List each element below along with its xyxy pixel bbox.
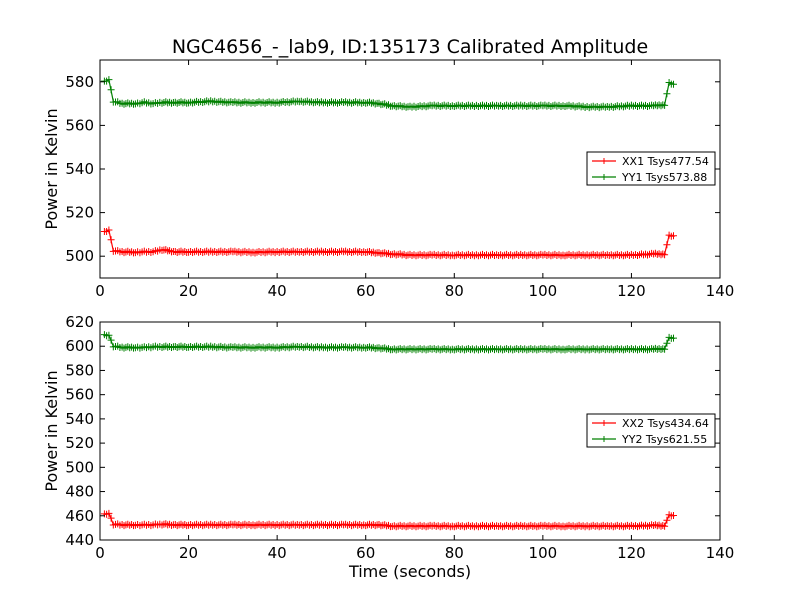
x-tick-label: 100	[529, 544, 558, 562]
y-tick-label: 560	[65, 386, 94, 404]
data-point-marker	[105, 331, 113, 339]
data-point-marker	[659, 250, 667, 258]
legend-entry: XX1 Tsys477.54	[592, 155, 709, 168]
axes-frame	[99, 321, 721, 541]
x-tick-label: 60	[356, 282, 375, 300]
legend-label: XX1 Tsys477.54	[622, 155, 709, 168]
y-tick-label: 540	[65, 410, 94, 428]
data-point-marker	[663, 241, 671, 249]
data-point-marker	[670, 80, 677, 88]
data-point-marker	[661, 345, 669, 353]
data-point-marker	[107, 236, 115, 244]
data-point-marker	[670, 512, 677, 519]
y-tick-label: 520	[65, 204, 94, 222]
data-point-marker	[107, 86, 115, 94]
x-tick-label: 40	[268, 282, 287, 300]
data-point-marker	[107, 336, 115, 344]
y-tick-label: 560	[65, 116, 94, 134]
x-tick-label: 80	[445, 282, 464, 300]
y-axis-label: Power in Kelvin	[42, 370, 61, 491]
x-tick-label: 20	[179, 544, 198, 562]
legend-entry: YY2 Tsys621.55	[592, 433, 707, 446]
data-point-marker	[661, 251, 669, 259]
y-tick-label: 500	[65, 247, 94, 265]
legend-label: YY2 Tsys621.55	[621, 433, 707, 446]
series-1-2	[100, 76, 677, 112]
x-tick-label: 0	[95, 282, 105, 300]
x-tick-label: 80	[445, 544, 464, 562]
legend-entry: XX2 Tsys434.64	[592, 417, 709, 430]
data-point-marker	[663, 90, 671, 98]
y-tick-label: 500	[65, 458, 94, 476]
y-tick-label: 480	[65, 483, 94, 501]
data-point-marker	[663, 339, 671, 347]
x-tick-label: 140	[706, 544, 735, 562]
y-tick-label: 600	[65, 337, 94, 355]
data-point-marker	[105, 76, 113, 84]
data-point-marker	[661, 101, 669, 109]
x-tick-label: 60	[356, 544, 375, 562]
y-tick-label: 520	[65, 434, 94, 452]
data-point-marker	[670, 334, 677, 342]
data-point-marker	[659, 345, 667, 353]
series-1-1	[100, 226, 677, 260]
y-tick-label: 580	[65, 361, 94, 379]
y-tick-label: 540	[65, 160, 94, 178]
y-tick-label: 460	[65, 507, 94, 525]
data-point-marker	[670, 232, 677, 240]
x-tick-label: 100	[529, 282, 558, 300]
legend-frame	[586, 151, 716, 186]
legend: XX1 Tsys477.54 YY1 Tsys573.88	[586, 151, 716, 186]
series-markers	[100, 76, 677, 112]
x-tick-label: 40	[268, 544, 287, 562]
legend-frame	[586, 413, 716, 448]
x-tick-label: 120	[617, 282, 646, 300]
plot-panel-2: 0 20 40 60 80 100 120 140 440 460 480 500 520 540 560 5…	[42, 313, 734, 581]
data-point-marker	[661, 522, 669, 530]
data-point-marker	[105, 226, 113, 234]
legend: XX2 Tsys434.64 YY2 Tsys621.55	[586, 413, 716, 448]
series-markers	[100, 331, 677, 354]
legend-label: YY1 Tsys573.88	[621, 171, 707, 184]
x-tick-label: 20	[179, 282, 198, 300]
chart-title: NGC4656_-_lab9, ID:135173 Calibrated Amp…	[172, 36, 648, 58]
series-2-2	[100, 331, 677, 354]
x-tick-label: 140	[706, 282, 735, 300]
data-point-marker	[659, 522, 667, 529]
x-axis-label: Time (seconds)	[348, 562, 471, 581]
series-2-1	[100, 509, 677, 531]
legend-marker	[601, 158, 607, 164]
series-markers	[100, 226, 677, 260]
y-tick-label: 580	[65, 73, 94, 91]
data-point-marker	[105, 509, 113, 517]
series-markers	[100, 509, 677, 531]
legend-marker	[601, 436, 607, 442]
legend-label: XX2 Tsys434.64	[622, 417, 709, 430]
data-point-marker	[663, 516, 671, 524]
legend-entry: YY1 Tsys573.88	[592, 171, 707, 184]
legend-marker	[601, 420, 607, 426]
y-tick-label: 440	[65, 531, 94, 549]
x-tick-label: 0	[95, 544, 105, 562]
legend-marker	[601, 174, 607, 180]
x-tick-label: 120	[617, 544, 646, 562]
y-axis-label: Power in Kelvin	[42, 108, 61, 229]
data-point-marker	[107, 514, 115, 522]
y-tick-label: 620	[65, 313, 94, 331]
